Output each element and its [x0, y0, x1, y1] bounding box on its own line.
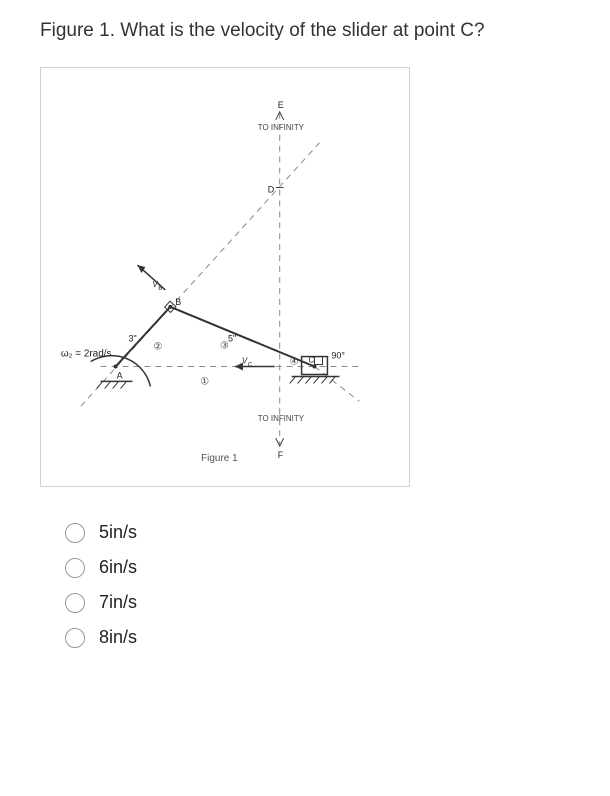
option-label: 5in/s — [99, 522, 137, 543]
radio-icon — [65, 593, 85, 613]
svg-text:B: B — [158, 286, 162, 292]
radio-icon — [65, 523, 85, 543]
circled-1: ① — [200, 376, 209, 387]
option-3[interactable]: 8in/s — [65, 627, 570, 648]
option-2[interactable]: 7in/s — [65, 592, 570, 613]
svg-text:C: C — [248, 363, 253, 369]
label-omega: ω₂ = 2rad/s — [61, 349, 112, 360]
figure-box: E TO INFINITY D B A C 90° TO INFINITY F … — [40, 67, 410, 487]
option-1[interactable]: 6in/s — [65, 557, 570, 578]
label-B: B — [175, 297, 181, 307]
label-5in: 5" — [228, 334, 236, 344]
option-label: 8in/s — [99, 627, 137, 648]
option-0[interactable]: 5in/s — [65, 522, 570, 543]
circled-2: ② — [153, 342, 162, 353]
options-list: 5in/s 6in/s 7in/s 8in/s — [40, 522, 570, 648]
radio-icon — [65, 628, 85, 648]
label-D: D — [268, 184, 275, 194]
figure-svg: E TO INFINITY D B A C 90° TO INFINITY F … — [41, 68, 409, 486]
figure-caption: Figure 1 — [201, 453, 238, 464]
circled-4: ④ — [290, 357, 299, 368]
label-infinity-bottom: TO INFINITY — [258, 414, 305, 423]
label-90: 90° — [331, 351, 345, 361]
circled-3: ③ — [220, 341, 229, 352]
svg-text:C: C — [309, 356, 315, 365]
label-3in: 3" — [129, 334, 137, 344]
label-F: F — [278, 450, 284, 460]
label-E: E — [278, 100, 284, 110]
option-label: 7in/s — [99, 592, 137, 613]
label-infinity-top: TO INFINITY — [258, 123, 305, 132]
radio-icon — [65, 558, 85, 578]
option-label: 6in/s — [99, 557, 137, 578]
label-A: A — [117, 370, 123, 380]
question-text: Figure 1. What is the velocity of the sl… — [40, 20, 570, 42]
